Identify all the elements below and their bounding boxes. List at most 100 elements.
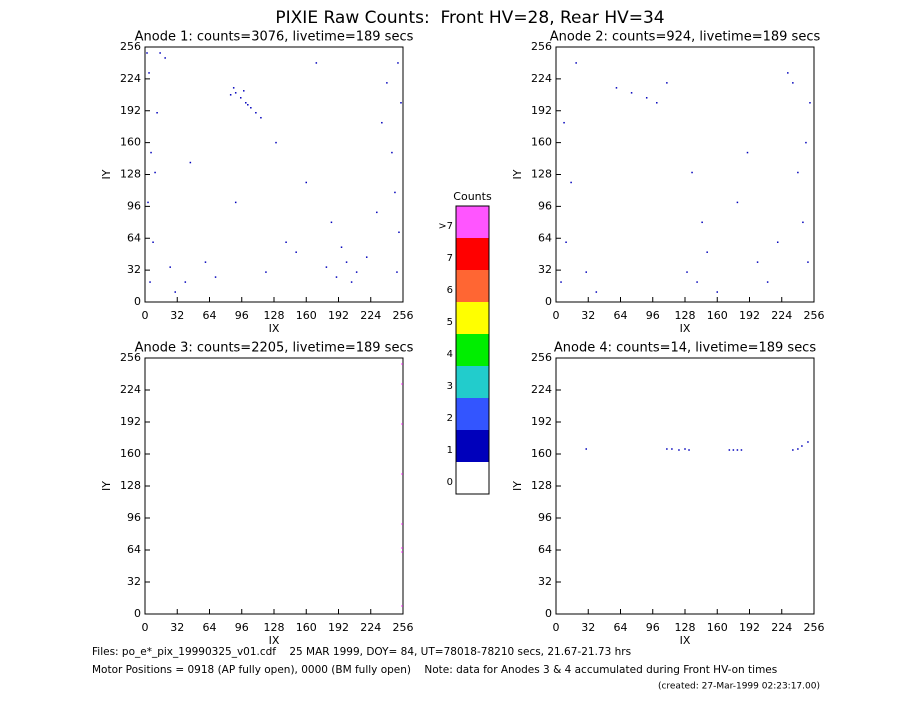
- count-dot: [204, 261, 207, 263]
- colorbar-cell: [456, 398, 489, 430]
- x-tick-label: 0: [553, 621, 560, 634]
- x-tick-label: 224: [771, 621, 792, 634]
- count-dot: [381, 121, 383, 124]
- count-dot: [732, 449, 735, 451]
- colorbar-label: 2: [447, 413, 453, 424]
- count-dot: [398, 231, 400, 234]
- count-dot: [802, 221, 804, 224]
- count-dot: [295, 251, 297, 253]
- count-dot: [688, 449, 690, 451]
- count-dot: [149, 281, 151, 283]
- x-tick-label: 96: [646, 621, 660, 634]
- y-tick-label: 160: [531, 447, 552, 460]
- colorbar-cell: [456, 206, 489, 238]
- count-dot: [565, 241, 567, 243]
- count-dot: [285, 241, 287, 243]
- count-dot: [335, 276, 338, 278]
- count-dot: [148, 72, 150, 74]
- y-tick-label: 64: [538, 543, 552, 556]
- x-tick-label: 160: [296, 621, 317, 634]
- x-tick-label: 256: [393, 309, 414, 322]
- colorbar-label: 0: [447, 477, 453, 488]
- count-dot: [152, 241, 154, 243]
- count-dot: [147, 201, 149, 204]
- x-tick-label: 256: [804, 309, 825, 322]
- x-tick-label: 256: [393, 621, 414, 634]
- x-axis-label: IX: [269, 322, 280, 335]
- y-axis-label: IY: [100, 169, 113, 179]
- count-dot: [787, 72, 789, 74]
- count-dot: [585, 271, 587, 273]
- y-tick-label: 256: [531, 351, 552, 364]
- count-dot: [736, 201, 739, 204]
- count-dot: [740, 449, 743, 451]
- count-dot: [666, 82, 668, 84]
- count-dot: [766, 281, 769, 283]
- x-tick-label: 32: [581, 621, 595, 634]
- count-dot: [330, 221, 333, 224]
- colorbar-label: 6: [447, 285, 453, 296]
- x-tick-label: 0: [142, 309, 149, 322]
- count-dot: [169, 266, 171, 268]
- count-dot: [728, 449, 731, 451]
- y-tick-label: 160: [531, 136, 552, 149]
- y-tick-label: 128: [120, 168, 141, 181]
- y-tick-label: 256: [120, 40, 141, 53]
- count-dot: [401, 523, 403, 525]
- panel-title: Anode 2: counts=924, livetime=189 secs: [550, 30, 821, 45]
- count-dot: [696, 281, 698, 283]
- count-dot: [691, 171, 693, 174]
- y-axis-label: IY: [511, 481, 524, 491]
- x-tick-label: 32: [581, 309, 595, 322]
- count-dot: [400, 102, 402, 104]
- x-tick-label: 192: [739, 621, 760, 634]
- x-tick-label: 64: [203, 621, 217, 634]
- x-tick-label: 192: [739, 309, 760, 322]
- count-dot: [345, 261, 348, 263]
- count-dot: [340, 246, 343, 248]
- x-tick-label: 160: [707, 309, 728, 322]
- x-tick-label: 64: [203, 309, 217, 322]
- y-tick-label: 32: [127, 263, 141, 276]
- page-title: PIXIE Raw Counts: Front HV=28, Rear HV=3…: [275, 8, 664, 28]
- colorbar-cell: [456, 430, 489, 462]
- y-tick-label: 160: [120, 447, 141, 460]
- x-tick-label: 128: [675, 621, 696, 634]
- count-dot: [156, 111, 158, 114]
- footer-files: Files: po_e*_pix_19990325_v01.cdf 25 MAR…: [92, 646, 631, 658]
- count-dot: [386, 82, 388, 84]
- x-axis-label: IX: [680, 634, 691, 647]
- count-dot: [671, 448, 673, 450]
- count-dot: [630, 92, 633, 94]
- y-axis-label: IY: [100, 481, 113, 491]
- count-dot: [686, 271, 688, 273]
- colorbar-cell: [456, 302, 489, 334]
- count-dot: [325, 266, 328, 268]
- x-tick-label: 96: [235, 309, 249, 322]
- count-dot: [666, 448, 668, 450]
- x-tick-label: 128: [264, 621, 285, 634]
- count-dot: [394, 191, 396, 194]
- count-dot: [232, 87, 235, 89]
- count-dot: [275, 141, 277, 144]
- count-dot: [150, 151, 152, 154]
- count-dot: [265, 271, 267, 273]
- y-tick-label: 192: [120, 104, 141, 117]
- colorbar-label: 4: [447, 349, 453, 360]
- count-dot: [184, 281, 187, 283]
- panel-title: Anode 3: counts=2205, livetime=189 secs: [135, 341, 414, 356]
- count-dot: [801, 445, 803, 447]
- x-tick-label: 224: [771, 309, 792, 322]
- y-tick-label: 32: [127, 575, 141, 588]
- count-dot: [701, 221, 703, 224]
- x-tick-label: 224: [360, 621, 381, 634]
- y-tick-label: 256: [531, 40, 552, 53]
- y-tick-label: 0: [134, 295, 141, 308]
- x-tick-label: 0: [553, 309, 560, 322]
- panel-title: Anode 4: counts=14, livetime=189 secs: [554, 341, 816, 356]
- plot-frame: [144, 357, 404, 615]
- x-tick-label: 96: [235, 621, 249, 634]
- x-tick-label: 256: [804, 621, 825, 634]
- y-axis-label: IY: [511, 169, 524, 179]
- count-dot: [645, 97, 648, 99]
